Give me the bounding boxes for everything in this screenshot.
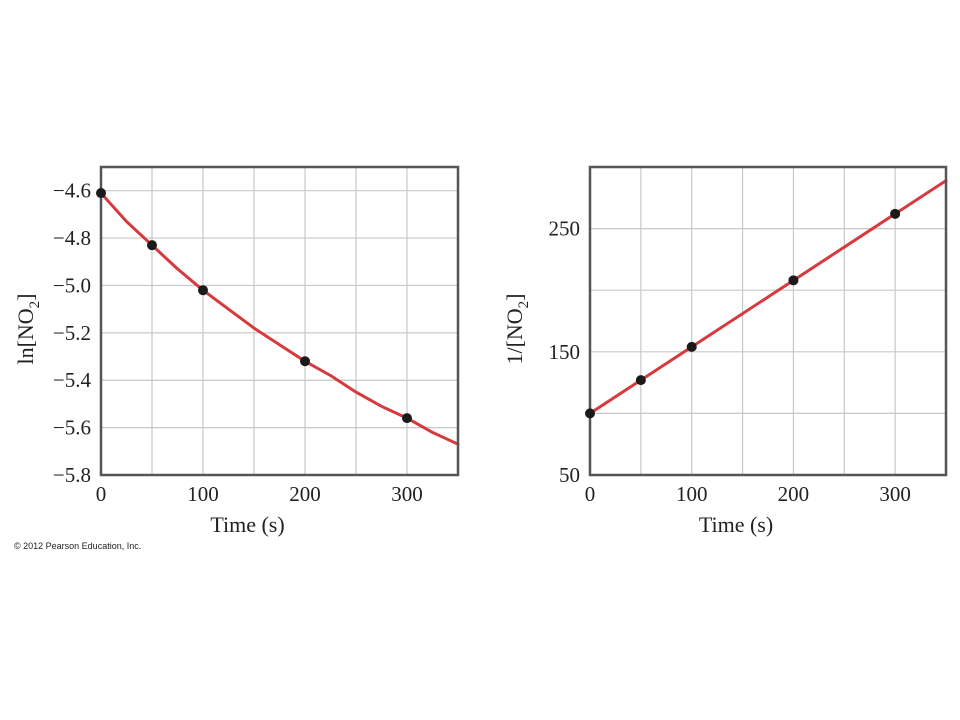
y-axis-label: ln[NO2] (13, 293, 43, 364)
y-tick-label: −5.4 (53, 368, 92, 392)
y-tick-label: −4.8 (53, 226, 91, 250)
x-tick-label: 0 (96, 482, 107, 506)
x-tick-label: 300 (879, 482, 911, 506)
data-point (585, 408, 595, 419)
x-tick-label: 200 (778, 482, 810, 506)
fit-curve (99, 191, 460, 446)
x-axis-label: Time (s) (210, 512, 284, 537)
y-axis-label-subscript: 2 (516, 301, 532, 309)
y-tick-label: −5.2 (53, 321, 91, 345)
x-tick-label: 100 (187, 482, 219, 506)
copyright-notice: © 2012 Pearson Education, Inc. (14, 541, 142, 551)
data-point (890, 208, 901, 219)
y-axis-label-main: ln[NO (13, 308, 38, 364)
x-tick-label: 0 (585, 482, 596, 506)
y-axis-label-bracket: ] (502, 293, 527, 300)
chart-2: 0 100 200 300 250 150 50 Time (s) 1/[NO2] (502, 165, 948, 537)
x-tick-label: 200 (289, 482, 321, 506)
y-axis-label-bracket: ] (13, 293, 38, 300)
plot-frame (99, 165, 460, 477)
x-axis-label: Time (s) (699, 512, 773, 537)
x-tick-label: 300 (391, 482, 423, 506)
y-axis-label-main: 1/[NO (502, 308, 527, 364)
y-axis-label: 1/[NO2] (502, 293, 532, 364)
y-axis-label-subscript: 2 (27, 301, 43, 309)
data-point (686, 341, 697, 352)
data-point (300, 356, 310, 367)
y-tick-label: −5.8 (53, 463, 91, 487)
data-point (198, 285, 208, 296)
data-point (402, 413, 412, 424)
fit-curve (588, 179, 948, 415)
chart-1: 0 100 200 300 −4.6 −4.8 −5.0 −5.2 −5.4 −5.6 −5.8 Ti… (13, 165, 460, 537)
data-point (788, 275, 799, 286)
plot-frame (588, 165, 948, 477)
data-point (96, 188, 106, 199)
y-tick-label: 250 (549, 217, 581, 241)
y-tick-label: −4.6 (53, 179, 91, 203)
x-tick-label: 100 (676, 482, 708, 506)
y-tick-label: 150 (549, 340, 581, 364)
y-tick-label: 50 (559, 463, 580, 487)
data-point (147, 240, 157, 251)
data-point (635, 375, 646, 386)
y-tick-label: −5.6 (53, 416, 91, 440)
y-tick-label: −5.0 (53, 273, 91, 297)
